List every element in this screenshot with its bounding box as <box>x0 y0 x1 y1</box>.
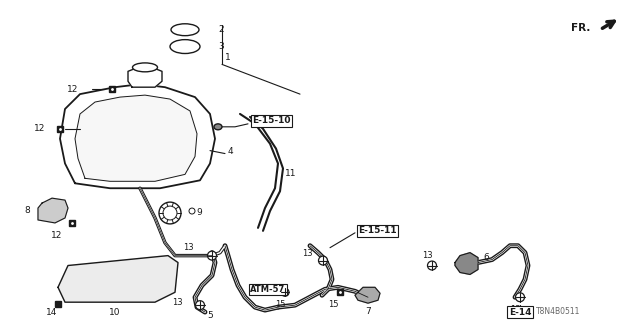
Text: 7: 7 <box>365 307 371 316</box>
Text: ATM-57: ATM-57 <box>250 285 285 294</box>
Text: 4: 4 <box>228 147 234 156</box>
Ellipse shape <box>428 261 436 270</box>
Polygon shape <box>75 95 197 181</box>
Text: 15: 15 <box>275 300 285 309</box>
Text: FR.: FR. <box>571 23 590 33</box>
Ellipse shape <box>515 293 525 302</box>
Text: 2: 2 <box>218 25 223 34</box>
Ellipse shape <box>214 124 222 130</box>
Ellipse shape <box>195 301 205 310</box>
Text: 12: 12 <box>51 231 63 240</box>
Polygon shape <box>128 68 162 87</box>
Text: 10: 10 <box>109 308 121 316</box>
Text: 13: 13 <box>184 243 194 252</box>
Text: 15: 15 <box>328 300 339 309</box>
Text: 13: 13 <box>422 251 432 260</box>
Text: 12: 12 <box>67 85 78 94</box>
Text: E-14: E-14 <box>509 308 531 316</box>
Text: 12: 12 <box>34 124 45 133</box>
Polygon shape <box>58 256 178 302</box>
Text: 14: 14 <box>46 308 58 316</box>
Polygon shape <box>60 84 215 188</box>
Polygon shape <box>455 253 478 275</box>
Text: 13: 13 <box>302 249 313 258</box>
Ellipse shape <box>319 256 328 265</box>
Ellipse shape <box>281 288 289 296</box>
Ellipse shape <box>132 63 157 72</box>
Text: E-15-10: E-15-10 <box>252 116 291 125</box>
Polygon shape <box>38 198 68 223</box>
Text: 1: 1 <box>225 53 231 62</box>
Text: 5: 5 <box>207 310 213 320</box>
Text: 11: 11 <box>285 169 296 178</box>
Polygon shape <box>355 287 380 303</box>
Ellipse shape <box>207 251 216 260</box>
Text: 8: 8 <box>24 205 30 214</box>
Text: 9: 9 <box>196 208 202 217</box>
Ellipse shape <box>159 202 181 224</box>
Text: 13: 13 <box>509 305 520 314</box>
Text: T8N4B0511: T8N4B0511 <box>536 307 580 316</box>
Ellipse shape <box>163 206 177 220</box>
Text: 3: 3 <box>218 42 224 51</box>
Text: 13: 13 <box>172 298 183 307</box>
Text: E-15-11: E-15-11 <box>358 226 397 235</box>
Text: 6: 6 <box>483 253 489 262</box>
